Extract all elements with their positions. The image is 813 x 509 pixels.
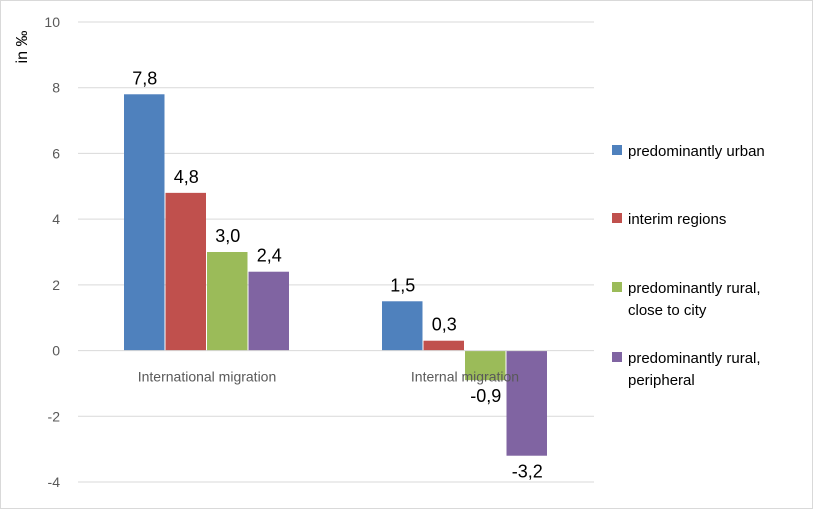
data-label: -0,9 [470,386,501,406]
category-labels: International migration Internal migratio… [138,369,519,385]
legend-swatch [612,352,622,362]
legend-label: interim regions [628,211,726,228]
bars [124,94,547,456]
y-tick-label: 4 [52,211,60,227]
data-label: -3,2 [512,462,543,482]
legend-label: peripheral [628,372,695,389]
y-tick-label: 2 [52,277,60,293]
data-label: 7,8 [132,68,157,88]
data-label: 4,8 [174,167,199,187]
legend-label: predominantly rural, [628,280,761,297]
y-tick-label: 6 [52,145,60,161]
data-label: 0,3 [432,315,457,335]
y-tick-label: 10 [44,14,60,30]
legend-swatch [612,282,622,292]
y-axis: -4 -2 0 2 4 6 8 10 [44,14,60,490]
legend-label: close to city [628,302,707,319]
y-tick-label: -2 [48,408,61,424]
y-axis-label: in ‰ [14,31,31,64]
legend: predominantly urban interim regions predom… [612,143,765,389]
y-tick-label: -4 [48,474,61,490]
legend-swatch [612,213,622,223]
bar [248,271,289,351]
data-label: 3,0 [215,226,240,246]
bar [124,94,165,351]
bar [506,350,547,456]
data-labels: 7,8 4,8 3,0 2,4 1,5 0,3 -0,9 -3,2 [132,68,543,481]
legend-swatch [612,145,622,155]
y-tick-label: 8 [52,80,60,96]
legend-label: predominantly rural, [628,350,761,367]
bar [423,340,464,351]
bar [465,350,506,381]
data-label: 2,4 [257,246,282,266]
category-label: Internal migration [411,369,519,385]
y-tick-label: 0 [52,343,60,359]
data-label: 1,5 [390,275,415,295]
bar [207,252,248,351]
bar [382,301,423,351]
legend-label: predominantly urban [628,143,765,160]
category-label: International migration [138,369,277,385]
bar [165,192,206,351]
